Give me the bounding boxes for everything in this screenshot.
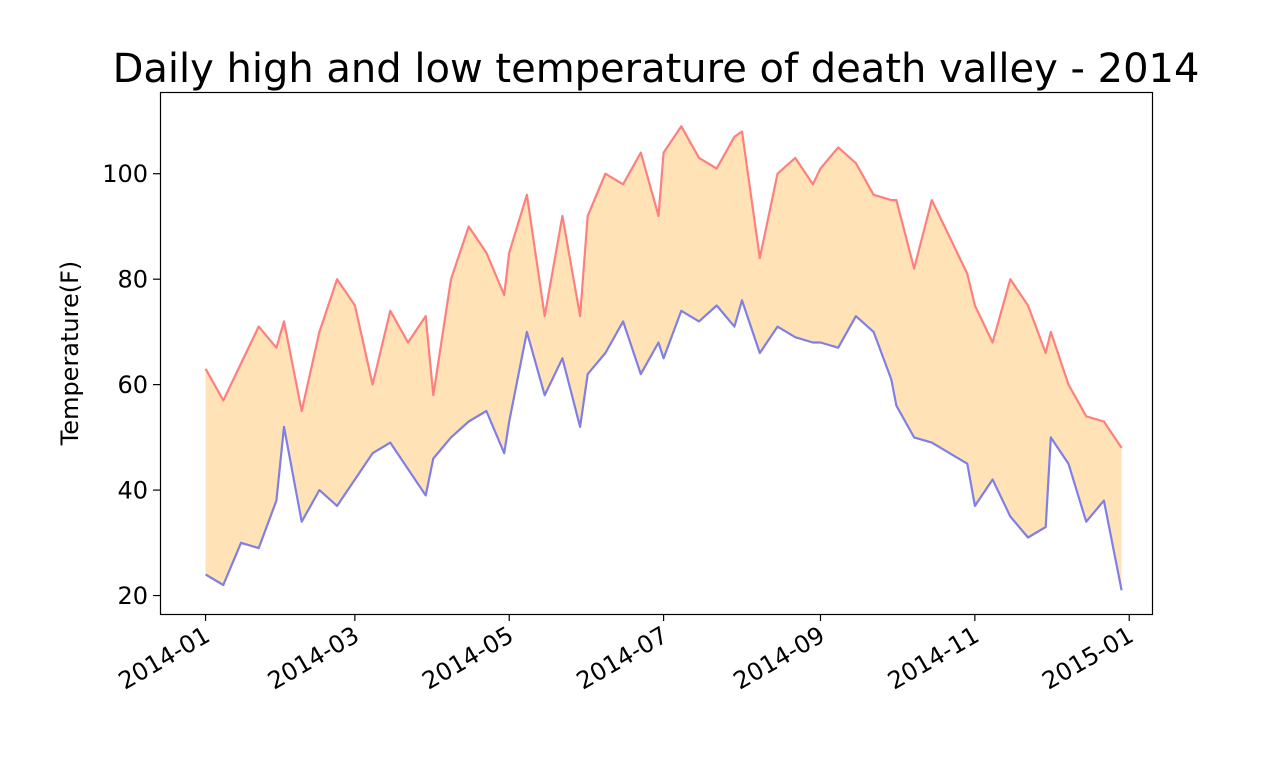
- x-tick-label: 2014-07: [572, 621, 673, 695]
- y-tick-label: 40: [117, 477, 148, 505]
- low-temperature-line: [205, 299, 1123, 591]
- high-temperature-line: [204, 125, 1123, 449]
- x-tick-label: 2014-05: [417, 621, 518, 695]
- x-tick-label: 2014-01: [114, 621, 215, 695]
- x-tick-label: 2015-01: [1037, 621, 1138, 695]
- x-axis: 2014-01 2014-03 2014-05 2014-07 2014-09 2014-…: [114, 614, 1138, 695]
- chart-title: Daily high and low temperature of death …: [113, 46, 1200, 92]
- plot-frame: [159, 91, 1154, 616]
- y-axis-label: Temperature(F): [56, 261, 84, 447]
- x-tick-label: 2014-09: [729, 621, 830, 695]
- y-tick-label: 20: [117, 582, 148, 610]
- x-tick-label: 2014-11: [883, 621, 984, 695]
- y-tick-label: 60: [117, 371, 148, 399]
- y-axis: 20 40 60 80 100: [102, 160, 160, 610]
- y-tick-label: 80: [117, 266, 148, 294]
- y-tick-label: 100: [102, 160, 148, 188]
- plot-area: [159, 91, 1154, 616]
- x-tick-label: 2014-03: [263, 621, 364, 695]
